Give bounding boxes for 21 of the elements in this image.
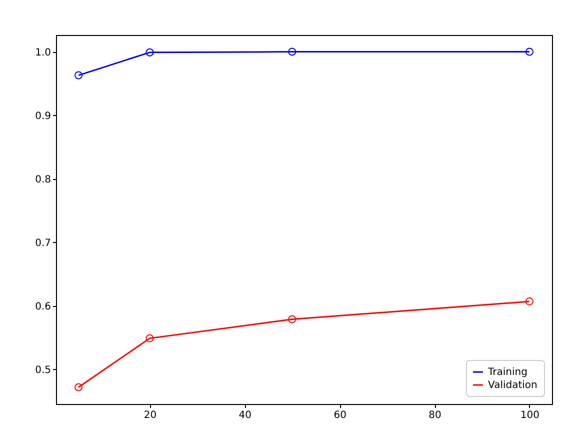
y-tick-label: 1.0 [35,47,51,58]
x-tick-label: 40 [238,410,252,421]
point [525,297,534,306]
x-tick-label: 100 [520,410,540,421]
point [288,48,296,56]
point [288,315,296,324]
y-tick-label: 0.7 [35,238,51,249]
point [74,71,83,80]
point [74,383,83,392]
y-tick-label: 0.6 [35,301,51,312]
legend-label: Training [487,367,528,378]
x-tick-label: 80 [428,410,442,421]
legend-label: Validation [488,380,538,391]
y-tick-label: 0.8 [35,174,51,186]
point [146,48,154,56]
point [525,48,534,56]
point [146,334,154,342]
y-tick-label: 0.5 [35,364,51,376]
y-tick-label: 0.9 [35,110,51,122]
x-tick-label: 20 [144,410,157,421]
x-tick-label: 60 [334,410,346,421]
